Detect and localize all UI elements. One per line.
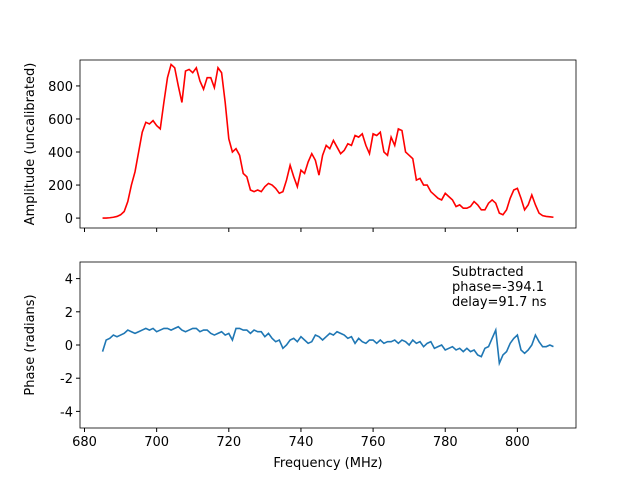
y-axis-label: Amplitude (uncalibrated): [23, 63, 38, 226]
x-tick-label: 720: [216, 435, 241, 450]
y-axis-label: Phase (radians): [23, 294, 38, 395]
y-tick-label: -2: [60, 372, 73, 387]
line: [101, 325, 554, 367]
line: [102, 62, 554, 219]
x-tick-label: 740: [289, 435, 314, 450]
x-tick-label: 700: [144, 435, 169, 450]
x-axis-label: Frequency (MHz): [273, 456, 382, 471]
x-tick-label: 780: [433, 435, 458, 450]
y-tick-label: 400: [48, 146, 73, 161]
y-tick-label: 0: [65, 339, 73, 354]
y-tick-label: 800: [48, 80, 73, 95]
axes-frame: [79, 59, 577, 229]
x-tick-label: 760: [361, 435, 386, 450]
y-tick-label: 0: [65, 212, 73, 227]
x-tick-label: 680: [72, 435, 97, 450]
x-tick-label: 800: [505, 435, 530, 450]
y-tick-label: 200: [48, 179, 73, 194]
y-tick-label: 4: [65, 273, 73, 288]
annotation: phase=-394.1: [452, 280, 544, 295]
annotation: delay=91.7 ns: [452, 295, 547, 310]
y-tick-label: -4: [60, 405, 73, 420]
axes-frame: [79, 261, 577, 429]
y-tick-label: 600: [48, 113, 73, 128]
annotation: Subtracted: [452, 265, 524, 280]
y-tick-label: 2: [65, 306, 73, 321]
